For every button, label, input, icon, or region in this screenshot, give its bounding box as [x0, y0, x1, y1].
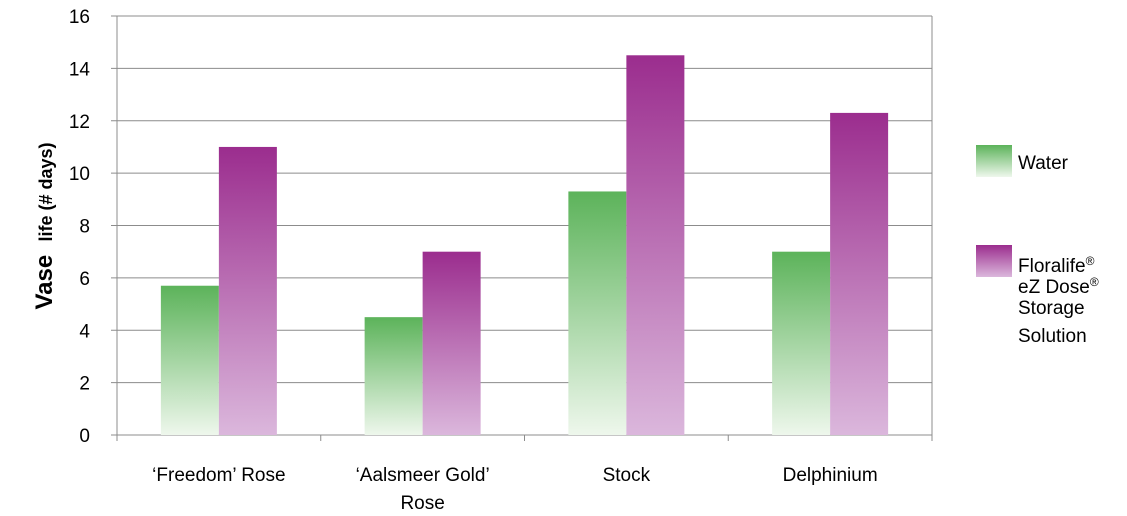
y-axis-label: Vase life (# days)	[31, 142, 58, 309]
floralife-bar	[830, 112, 889, 436]
y-tick-label: 10	[69, 164, 90, 185]
y-tick-label: 12	[69, 112, 90, 133]
y-tick-label: 8	[79, 217, 90, 238]
bars	[160, 55, 889, 436]
y-tick-label: 14	[69, 59, 91, 80]
y-tick-label: 4	[79, 321, 90, 342]
floralife-bar	[422, 251, 481, 435]
legend-label-water: Water	[1018, 153, 1069, 174]
water-bar	[160, 285, 219, 435]
x-tick-label: Stock	[603, 465, 651, 486]
floralife-bar	[626, 55, 685, 435]
floralife-bar	[218, 146, 277, 435]
y-tick-label: 6	[79, 269, 90, 290]
y-tick-label: 2	[79, 374, 90, 395]
legend-swatch-water	[976, 145, 1012, 177]
water-bar	[364, 317, 423, 435]
x-tick-label: Delphinium	[783, 465, 878, 486]
water-bar	[772, 251, 831, 435]
y-tick-label: 0	[79, 426, 90, 447]
y-tick-labels: 0 2 4 6 8 10 12 14 16	[69, 7, 91, 447]
y-axis-title: Vase life (# days)	[31, 142, 58, 309]
x-tick-label: ‘Freedom’ Rose	[152, 465, 285, 486]
x-tick-label: ‘Aalsmeer Gold’ Rose	[356, 465, 490, 514]
legend: Water Floralife® eZ Dose® Storage Solution	[976, 145, 1099, 347]
water-bar	[568, 191, 627, 435]
x-tick-labels: ‘Freedom’ Rose ‘Aalsmeer Gold’ Rose Stock De…	[152, 465, 877, 514]
legend-swatch-floralife	[976, 245, 1012, 277]
y-tick-label: 16	[69, 7, 90, 28]
legend-label-floralife: Floralife® eZ Dose® Storage Solution	[1018, 254, 1099, 347]
